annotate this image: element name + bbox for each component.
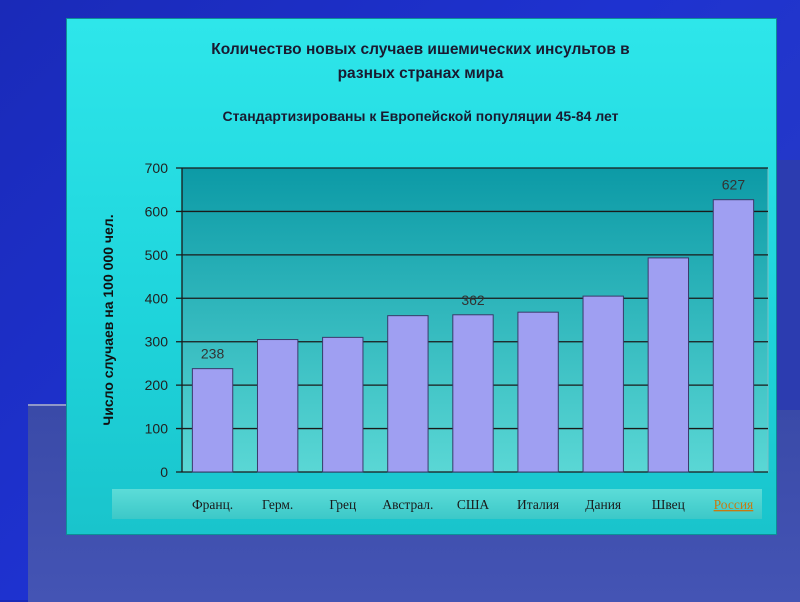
y-tick-label: 100 [145, 421, 169, 437]
data-label: 362 [461, 292, 485, 308]
data-labels: 238 362 627 [201, 177, 745, 362]
chart-title: Количество новых случаев ишемических инс… [66, 38, 775, 86]
x-tick-label: Россия [714, 497, 754, 512]
chart-title-line-2: разных странах мира [337, 65, 504, 82]
y-tick-label: 400 [145, 290, 169, 306]
y-tick-label: 300 [145, 334, 169, 350]
y-axis-label: Число случаев на 100 000 чел. [100, 214, 116, 425]
chart-subtitle: Стандартизированы к Европейской популяци… [222, 108, 619, 124]
x-tick-label: Герм. [262, 497, 293, 512]
data-label: 627 [722, 177, 746, 193]
y-tick-label: 500 [145, 247, 169, 263]
x-tick-label: Австрал. [382, 497, 433, 512]
y-tick-label: 600 [145, 203, 169, 219]
bar [712, 199, 755, 473]
x-tick-label: Франц. [192, 497, 233, 512]
chart-title-line-1: Количество новых случаев ишемических инс… [211, 41, 630, 58]
bars [191, 199, 755, 473]
bar [647, 257, 690, 473]
bar [452, 314, 494, 473]
x-axis-ticks: Франц. Герм. Грец Австрал. США Италия Дания Шве… [192, 497, 753, 512]
y-axis-ticks: 0 100 200 300 400 500 600 700 [145, 160, 169, 480]
data-label: 238 [201, 346, 225, 362]
x-tick-label: Дания [585, 497, 621, 512]
y-tick-label: 0 [160, 464, 168, 480]
bar [191, 368, 234, 473]
x-tick-label: Грец [329, 497, 356, 512]
bar [256, 339, 299, 473]
bar [582, 295, 624, 473]
y-tick-label: 200 [145, 377, 169, 393]
bar [322, 336, 364, 473]
y-tick-label: 700 [145, 160, 169, 176]
x-tick-label: Швец [652, 497, 685, 512]
x-axis-label-strip [112, 489, 762, 519]
x-tick-label: США [457, 497, 490, 512]
bar [517, 311, 559, 473]
x-tick-label: Италия [517, 497, 559, 512]
bar [387, 315, 429, 473]
